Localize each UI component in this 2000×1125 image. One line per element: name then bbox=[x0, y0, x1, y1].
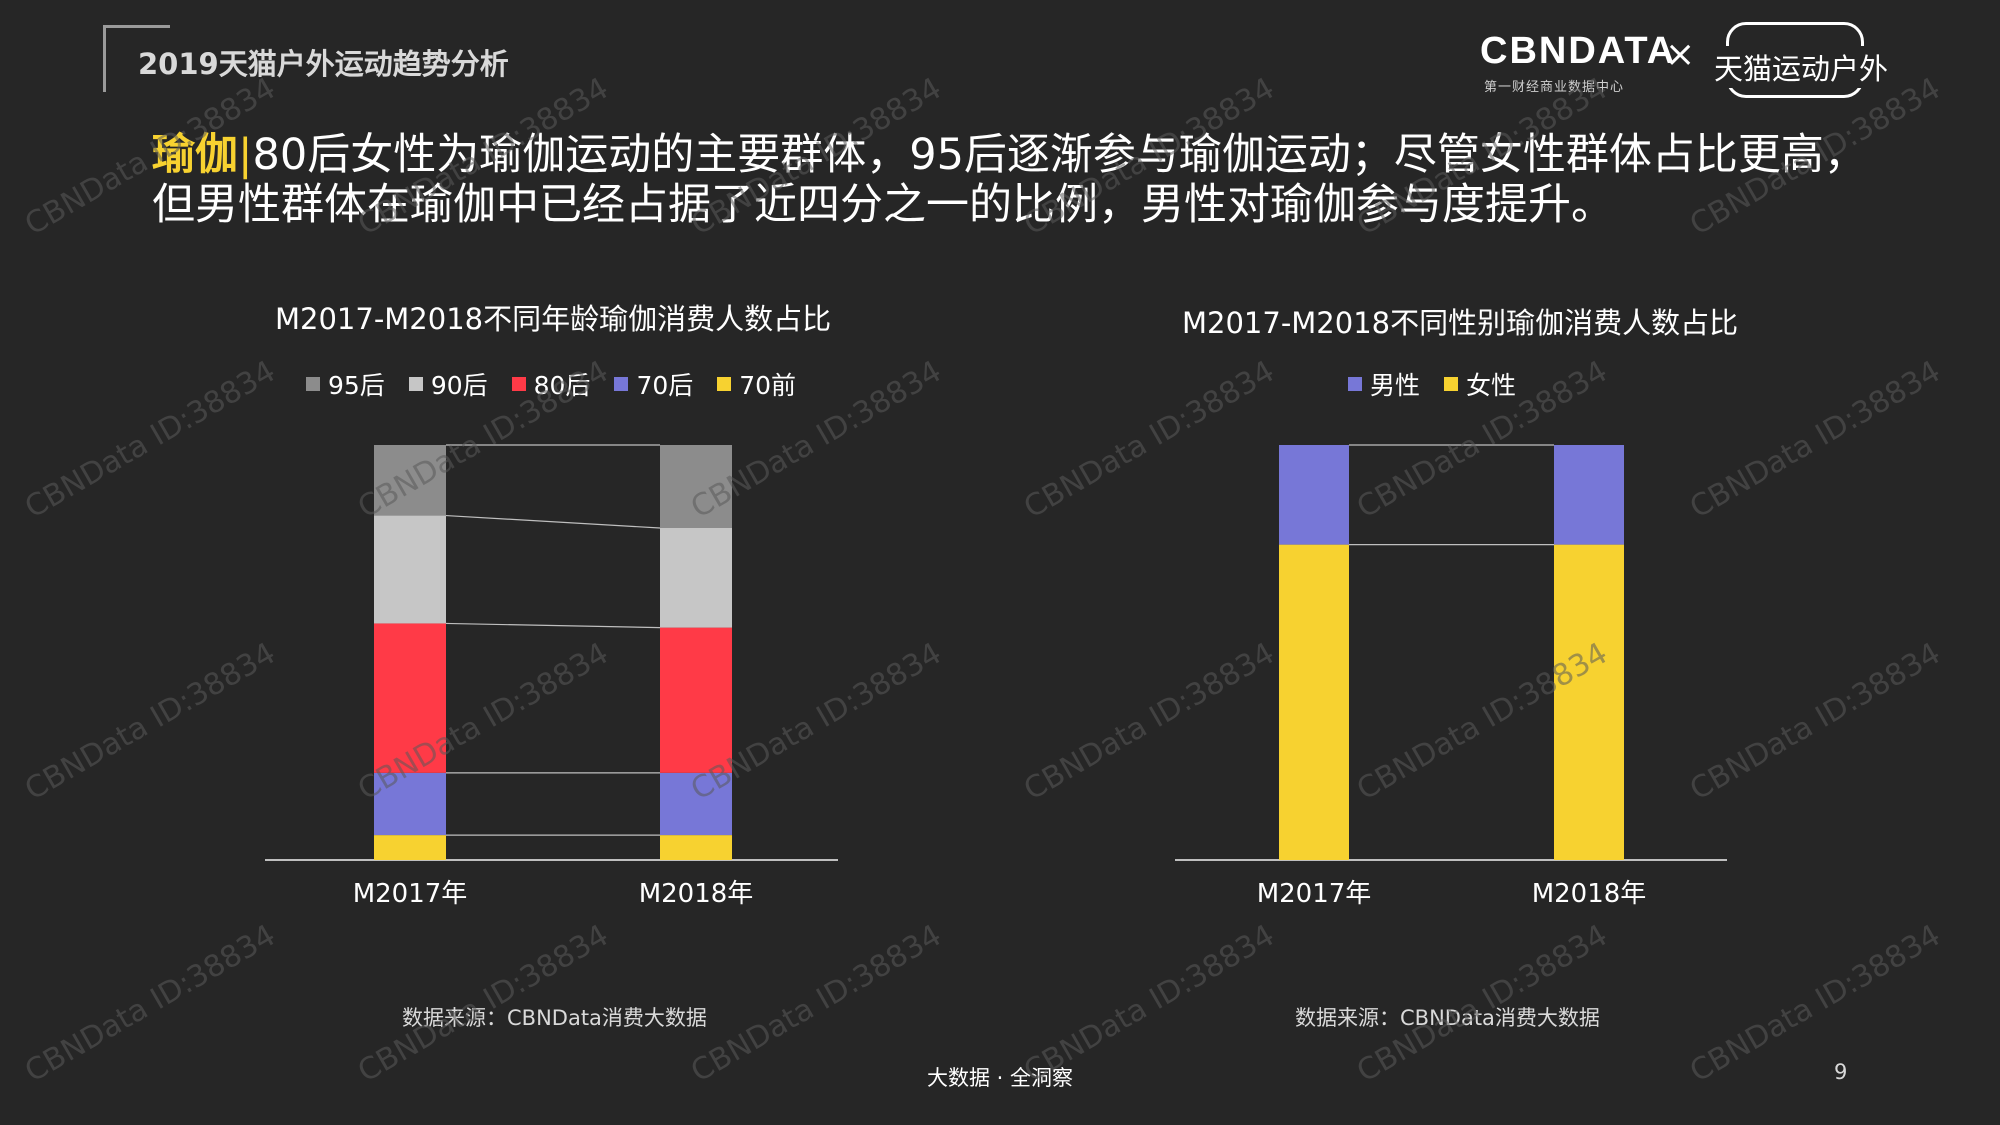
legend-swatch bbox=[1348, 377, 1362, 391]
age-chart-title: M2017-M2018不同年龄瑜伽消费人数占比 bbox=[275, 302, 832, 336]
x-tick-label: M2018年 bbox=[639, 879, 754, 909]
headline: 瑜伽|80后女性为瑜伽运动的主要群体，95后逐渐参与瑜伽运动；尽管女性群体占比更… bbox=[152, 130, 1872, 230]
legend-item: 90后 bbox=[408, 366, 488, 402]
x-tick-label: M2017年 bbox=[1257, 879, 1372, 909]
watermark-text: CBNData ID:38834 bbox=[685, 918, 947, 1090]
bar-segment bbox=[1279, 544, 1349, 860]
headline-text: 80后女性为瑜伽运动的主要群体，95后逐渐参与瑜伽运动；尽管女性群体占比更高，但… bbox=[152, 130, 1867, 230]
bar-segment bbox=[374, 515, 446, 624]
report-title: 2019天猫户外运动趋势分析 bbox=[138, 47, 509, 81]
connector-line bbox=[445, 622, 661, 629]
gender-chart-legend: 男性 女性 bbox=[1348, 366, 1540, 402]
legend-label: 男性 bbox=[1370, 371, 1421, 400]
legend-label: 80后 bbox=[533, 371, 591, 400]
bar-segment bbox=[660, 835, 732, 860]
bar-segment bbox=[660, 528, 732, 628]
legend-label: 95后 bbox=[328, 371, 385, 400]
bar-segment bbox=[660, 627, 732, 773]
legend-swatch bbox=[306, 377, 320, 391]
watermark-text: CBNData ID:38834 bbox=[19, 354, 281, 526]
tmall-sports-logo: 天猫运动户外 bbox=[1712, 46, 1891, 88]
bar-segment bbox=[374, 772, 446, 836]
cbndata-logo-subtitle: 第一财经商业数据中心 bbox=[1484, 80, 1625, 95]
legend-item: 70后 bbox=[614, 366, 693, 402]
cbndata-logo: CBNDATA bbox=[1480, 30, 1677, 72]
legend-label: 70前 bbox=[739, 371, 797, 400]
legend-swatch bbox=[614, 377, 629, 391]
watermark-text: CBNData ID:38834 bbox=[19, 918, 281, 1090]
bar-segment bbox=[1554, 445, 1624, 545]
bar-segment bbox=[374, 623, 446, 773]
corner-bracket-decoration bbox=[103, 25, 170, 92]
page-number: 9 bbox=[1834, 1060, 1848, 1084]
legend-label: 90后 bbox=[430, 371, 488, 400]
bar-segment bbox=[1279, 445, 1349, 545]
gender-chart: M2017年 M2018年 bbox=[1175, 444, 1727, 909]
x-tick-label: M2017年 bbox=[353, 879, 468, 909]
bar-segment bbox=[660, 772, 732, 836]
legend-item: 80后 bbox=[511, 366, 591, 402]
x-tick-label: M2018年 bbox=[1532, 879, 1647, 909]
watermark-text: CBNData ID:38834 bbox=[19, 636, 281, 808]
legend-swatch bbox=[717, 377, 732, 391]
gender-chart-title: M2017-M2018不同性别瑜伽消费人数占比 bbox=[1182, 306, 1739, 340]
legend-swatch bbox=[408, 377, 423, 391]
headline-separator: | bbox=[238, 130, 253, 180]
legend-label: 女性 bbox=[1466, 371, 1517, 400]
bar-segment bbox=[660, 445, 732, 528]
bar-segment bbox=[374, 835, 446, 860]
bar-segment bbox=[1554, 544, 1624, 860]
footer-tagline: 大数据 · 全洞察 bbox=[927, 1066, 1074, 1090]
age-chart: M2017年 M2018年 bbox=[265, 444, 838, 909]
legend-swatch bbox=[511, 377, 526, 391]
headline-keyword: 瑜伽 bbox=[152, 130, 238, 180]
legend-item: 70前 bbox=[717, 366, 796, 402]
legend-item: 95后 bbox=[306, 366, 385, 402]
connector-line bbox=[445, 514, 661, 529]
legend-item: 男性 bbox=[1348, 366, 1420, 402]
legend-label: 70后 bbox=[636, 371, 694, 400]
age-chart-legend: 95后 90后 80后 70后 70前 bbox=[306, 366, 820, 402]
bar-segment bbox=[374, 445, 446, 516]
legend-swatch bbox=[1444, 377, 1459, 391]
watermark-text: CBNData ID:38834 bbox=[1684, 918, 1946, 1090]
legend-item: 女性 bbox=[1444, 366, 1516, 402]
logo-separator: × bbox=[1665, 34, 1696, 75]
gender-chart-source: 数据来源：CBNData消费大数据 bbox=[1295, 1006, 1600, 1030]
age-chart-source: 数据来源：CBNData消费大数据 bbox=[402, 1006, 707, 1030]
